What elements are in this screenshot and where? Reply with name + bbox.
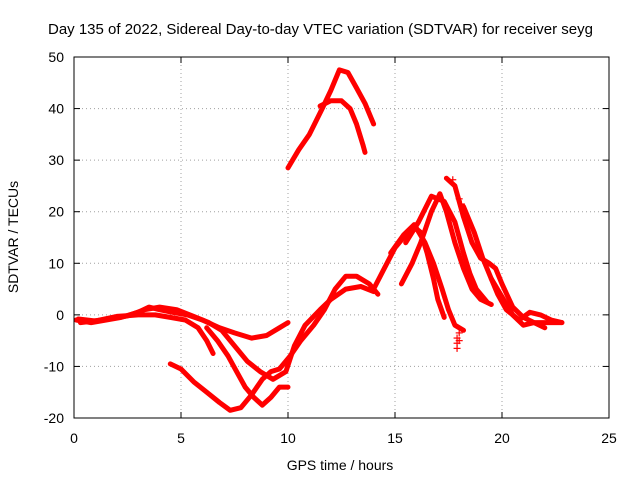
chart-title: Day 135 of 2022, Sidereal Day-to-day VTE… bbox=[48, 21, 593, 38]
x-tick-label: 20 bbox=[494, 430, 510, 446]
x-tick-label: 25 bbox=[601, 430, 617, 446]
plus-marker bbox=[449, 176, 457, 184]
x-axis-label: GPS time / hours bbox=[287, 457, 394, 473]
series-track-10 bbox=[403, 193, 490, 305]
x-axis: 0 5 10 15 20 25 bbox=[70, 57, 617, 446]
y-tick-label: 20 bbox=[48, 204, 64, 220]
grid-lines bbox=[74, 57, 609, 418]
series-track-4 bbox=[167, 273, 381, 413]
y-tick-label: -10 bbox=[44, 358, 64, 374]
series-track-9 bbox=[398, 191, 494, 307]
y-tick-label: -20 bbox=[44, 410, 64, 426]
y-tick-label: 30 bbox=[48, 152, 64, 168]
series-track-13 bbox=[461, 204, 565, 326]
x-tick-label: 0 bbox=[70, 430, 78, 446]
series-track-11 bbox=[388, 222, 466, 333]
plus-marker bbox=[457, 200, 465, 208]
y-tick-label: 50 bbox=[48, 49, 64, 65]
y-tick-label: 0 bbox=[56, 307, 64, 323]
x-tick-label: 5 bbox=[177, 430, 185, 446]
plus-marker bbox=[455, 337, 463, 345]
series-track-12 bbox=[443, 175, 565, 326]
series-track-14 bbox=[488, 276, 548, 331]
series-track-6 bbox=[285, 67, 377, 171]
y-tick-label: 40 bbox=[48, 101, 64, 117]
plus-marker bbox=[455, 195, 463, 203]
plus-marker bbox=[455, 329, 463, 337]
y-tick-label: 10 bbox=[48, 255, 64, 271]
plus-marker bbox=[453, 344, 461, 352]
series-track-5 bbox=[204, 325, 291, 408]
series-track-7 bbox=[317, 98, 368, 155]
plot-frame bbox=[73, 56, 610, 419]
y-axis-label: SDTVAR / TECUs bbox=[5, 181, 21, 293]
y-axis: -20 -10 0 10 20 30 40 50 bbox=[44, 49, 609, 426]
data-series bbox=[73, 67, 565, 413]
x-tick-label: 10 bbox=[280, 430, 296, 446]
x-tick-label: 15 bbox=[387, 430, 403, 446]
